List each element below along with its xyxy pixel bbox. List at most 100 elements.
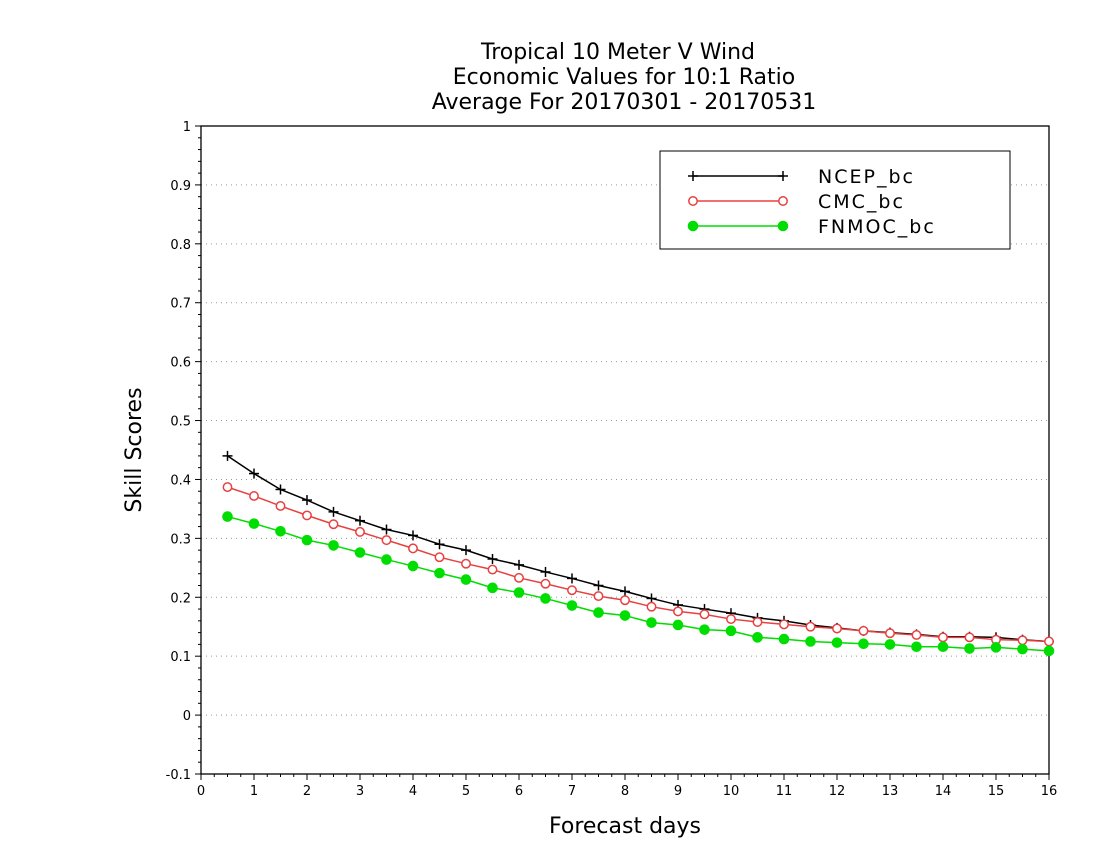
data-point bbox=[1044, 636, 1054, 647]
data-point bbox=[620, 586, 630, 597]
data-point bbox=[858, 638, 869, 650]
legend-marker bbox=[777, 220, 789, 232]
x-tick-label: 2 bbox=[303, 784, 311, 799]
data-point bbox=[354, 547, 366, 558]
data-point bbox=[301, 534, 313, 546]
data-point bbox=[619, 610, 631, 621]
data-point bbox=[725, 625, 737, 637]
data-point bbox=[222, 482, 233, 493]
data-point bbox=[1017, 643, 1028, 655]
series bbox=[222, 450, 1055, 657]
data-point bbox=[222, 450, 233, 461]
x-tick-label: 13 bbox=[882, 784, 899, 799]
series-FNMOC_bc bbox=[222, 511, 1055, 657]
x-tick-label: 16 bbox=[1041, 784, 1058, 799]
legend: NCEP_bc CMC_bc FNMOC_bc bbox=[659, 150, 1011, 250]
chart-title: Tropical 10 Meter V Wind Economic Values… bbox=[432, 40, 817, 115]
data-point bbox=[434, 552, 445, 563]
data-point bbox=[328, 519, 339, 530]
data-point bbox=[249, 468, 259, 479]
x-tick-label: 14 bbox=[935, 784, 952, 799]
legend-marker bbox=[688, 196, 698, 206]
data-point bbox=[620, 595, 630, 606]
data-point bbox=[672, 619, 684, 631]
data-point bbox=[567, 585, 577, 596]
x-axis-label: Forecast days bbox=[549, 814, 701, 839]
legend-entry: FNMOC_bc bbox=[687, 216, 936, 238]
y-tick-label: 0.8 bbox=[170, 238, 191, 253]
x-tick-label: 7 bbox=[568, 784, 576, 799]
data-point bbox=[408, 530, 418, 541]
y-tick-label: 0.4 bbox=[170, 473, 191, 488]
y-tick-label: 1 bbox=[183, 120, 191, 135]
data-point bbox=[752, 632, 763, 643]
y-tick-label: 0 bbox=[183, 709, 191, 724]
data-point bbox=[646, 617, 657, 628]
x-tick-label: 0 bbox=[197, 784, 205, 799]
y-tick-label: 0.7 bbox=[170, 297, 191, 312]
x-tick-label: 3 bbox=[356, 784, 364, 799]
series-line bbox=[227, 515, 1050, 652]
data-point bbox=[381, 524, 392, 535]
series-CMC_bc bbox=[222, 482, 1054, 647]
data-point bbox=[381, 554, 392, 565]
data-point bbox=[487, 553, 498, 564]
data-point bbox=[805, 636, 816, 647]
legend-label: FNMOC_bc bbox=[818, 216, 936, 238]
data-point bbox=[461, 558, 471, 569]
data-point bbox=[884, 639, 896, 650]
data-point bbox=[593, 607, 604, 618]
legend-marker bbox=[778, 196, 788, 206]
data-point bbox=[275, 484, 286, 495]
data-point bbox=[938, 632, 948, 643]
x-tick-label: 15 bbox=[988, 784, 1005, 799]
data-point bbox=[222, 511, 233, 522]
x-tick-label: 5 bbox=[462, 784, 470, 799]
y-tick-label: 0.1 bbox=[170, 650, 191, 665]
legend-box bbox=[659, 150, 1011, 250]
data-point bbox=[540, 593, 551, 604]
x-tick-label: 1 bbox=[250, 784, 258, 799]
legend-marker bbox=[778, 171, 788, 181]
legend-marker bbox=[688, 171, 698, 181]
data-point bbox=[779, 619, 789, 630]
data-point bbox=[911, 641, 922, 653]
legend-marker bbox=[687, 220, 699, 232]
data-point bbox=[381, 535, 392, 546]
y-tick-label: 0.2 bbox=[170, 591, 191, 606]
data-point bbox=[514, 572, 524, 583]
y-tick-label: -0.1 bbox=[166, 768, 191, 783]
title-line-3: Average For 20170301 - 20170531 bbox=[432, 90, 817, 115]
data-point bbox=[461, 545, 471, 556]
x-tick-label: 6 bbox=[515, 784, 523, 799]
y-tick-label: 0.6 bbox=[170, 356, 191, 371]
data-point bbox=[328, 506, 339, 517]
data-point bbox=[514, 559, 524, 570]
data-point bbox=[673, 606, 683, 617]
data-point bbox=[407, 560, 419, 572]
data-point bbox=[487, 582, 498, 594]
data-point bbox=[1043, 645, 1055, 657]
data-point bbox=[566, 600, 578, 611]
data-point bbox=[831, 637, 843, 648]
data-point bbox=[513, 587, 525, 598]
data-point bbox=[540, 566, 551, 577]
data-point bbox=[752, 617, 763, 627]
title-line-1: Tropical 10 Meter V Wind bbox=[480, 40, 755, 65]
data-point bbox=[593, 591, 604, 602]
y-tick-label: 0.5 bbox=[170, 415, 191, 430]
legend-entry: NCEP_bc bbox=[688, 166, 913, 188]
data-point bbox=[487, 564, 498, 575]
data-point bbox=[832, 623, 842, 634]
data-point bbox=[805, 621, 816, 632]
data-point bbox=[937, 641, 949, 653]
legend-entry: CMC_bc bbox=[688, 191, 903, 213]
data-point bbox=[778, 633, 790, 645]
y-axis-label: Skill Scores bbox=[122, 387, 147, 512]
data-point bbox=[460, 574, 472, 585]
data-point bbox=[275, 525, 286, 537]
data-point bbox=[567, 573, 577, 584]
data-point bbox=[964, 632, 975, 643]
data-point bbox=[593, 580, 604, 591]
